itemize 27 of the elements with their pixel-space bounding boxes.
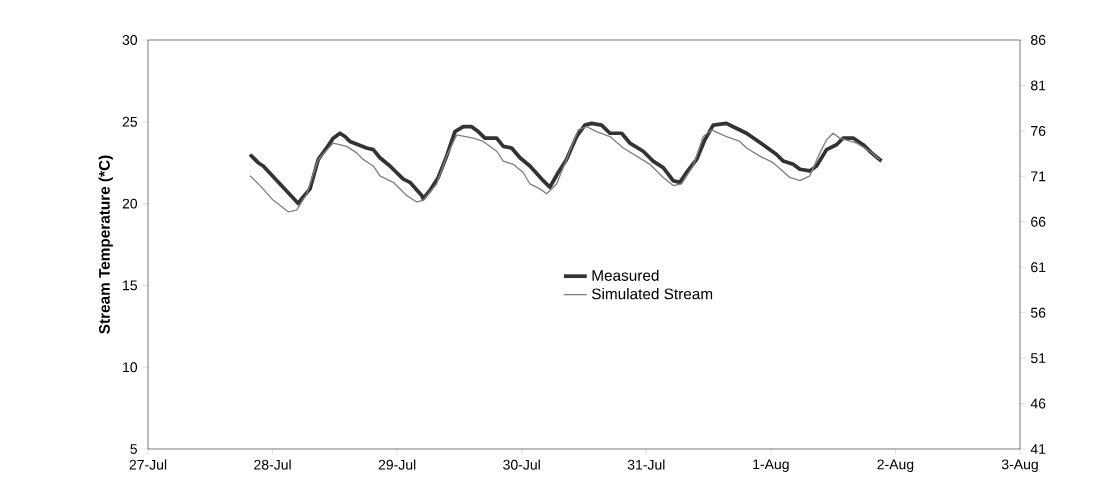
x-tick-label: 30-Jul: [503, 459, 540, 470]
y2-tick-label: 51: [1030, 353, 1046, 364]
y-tick-label: 15: [123, 280, 138, 291]
y2-tick-label: 81: [1031, 80, 1046, 91]
x-tick-label: 31-Jul: [627, 459, 665, 470]
y2-tick-label: 61: [1031, 262, 1046, 273]
y2-tick-label: 76: [1031, 125, 1046, 136]
y-tick-label: 20: [122, 198, 138, 209]
y-tick-label: 10: [123, 362, 138, 373]
x-tick-label: 29-Jul: [378, 459, 416, 470]
y2-tick-label: 46: [1030, 398, 1046, 409]
legend-label: Measured: [592, 269, 659, 281]
y-tick-label: 5: [130, 444, 138, 454]
y-tick-label: 30: [122, 35, 138, 45]
x-tick-label: 2-Aug: [877, 459, 914, 473]
legend-label: Simulated Stream: [591, 288, 713, 300]
y2-tick-label: 41: [1030, 444, 1046, 454]
y-tick-label: 25: [122, 116, 138, 127]
y2-tick-label: 56: [1030, 307, 1046, 318]
x-tick-label: 3-Aug: [1001, 459, 1038, 473]
x-tick-label: 1-Aug: [753, 459, 789, 472]
y2-tick-label: 66: [1031, 216, 1046, 227]
x-tick-label: 28-Jul: [254, 459, 291, 470]
y2-tick-label: 86: [1031, 35, 1046, 45]
x-tick-label: 27-Jul: [129, 459, 167, 470]
y-axis-title: Stream Temperature (*C): [98, 155, 113, 334]
y2-tick-label: 71: [1031, 171, 1046, 182]
